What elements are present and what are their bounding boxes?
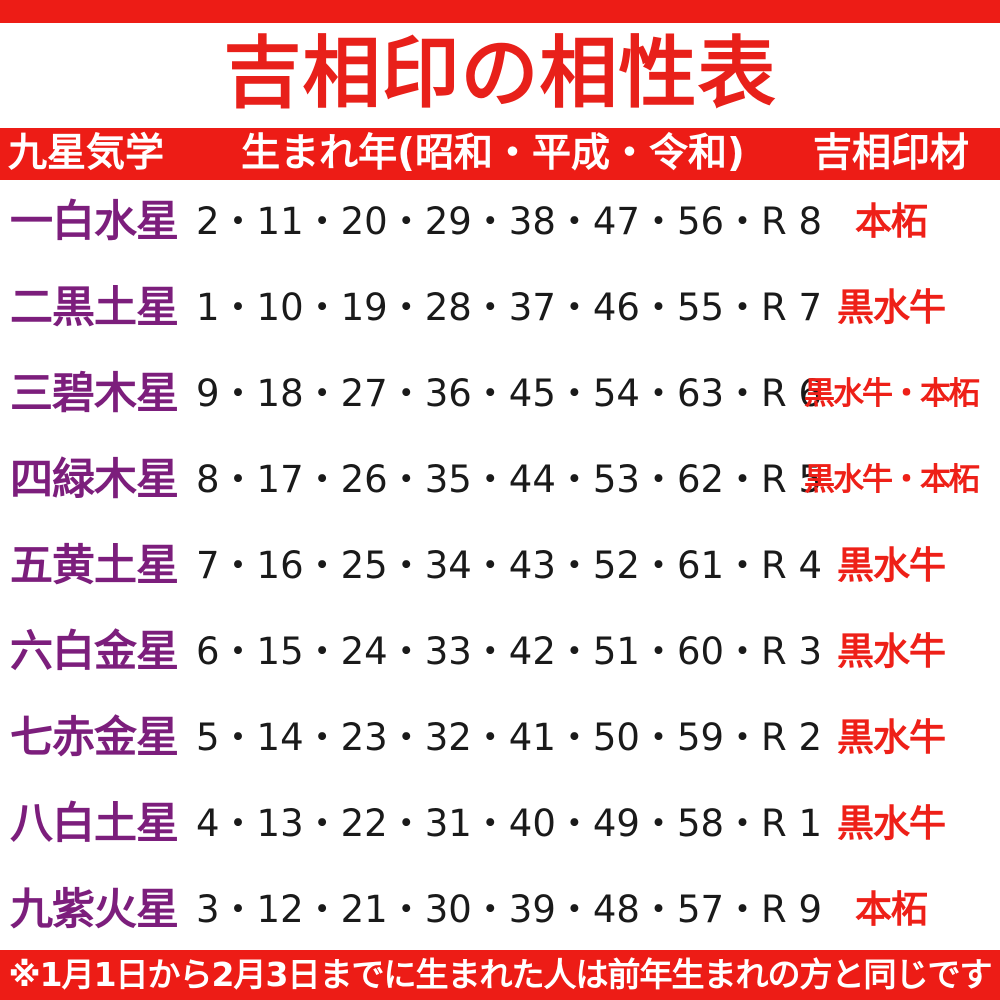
cell-birth-years: 7・16・25・34・43・52・61・R 4 bbox=[196, 544, 823, 587]
cell-birth-years: 2・11・20・29・38・47・56・R 8 bbox=[196, 200, 823, 243]
cell-star-name: 三碧木星 bbox=[10, 369, 179, 419]
cell-seal-material: 黒水牛 bbox=[837, 802, 946, 845]
cell-birth-years: 4・13・22・31・40・49・58・R 1 bbox=[196, 802, 823, 845]
table-body: 一白水星 2・11・20・29・38・47・56・R 8 本柘 二黒土星 1・10・19… bbox=[0, 182, 1000, 950]
cell-star-name: 九紫火星 bbox=[10, 885, 179, 935]
table-row: 一白水星 2・11・20・29・38・47・56・R 8 本柘 bbox=[0, 182, 1000, 262]
cell-seal-material: 本柘 bbox=[855, 200, 928, 243]
cell-birth-years: 3・12・21・30・39・48・57・R 9 bbox=[196, 888, 823, 931]
footer-note-band: ※1月1日から2月3日までに生まれた人は前年生まれの方と同じです bbox=[0, 950, 1000, 1000]
top-red-rule bbox=[0, 0, 1000, 23]
cell-seal-material: 黒水牛 bbox=[837, 544, 946, 587]
table-row: 六白金星 6・15・24・33・42・51・60・R 3 黒水牛 bbox=[0, 612, 1000, 692]
table-header-band: 九星気学 生まれ年(昭和・平成・令和) 吉相印材 bbox=[0, 128, 1000, 180]
cell-birth-years: 9・18・27・36・45・54・63・R 6 bbox=[196, 372, 823, 415]
table-row: 八白土星 4・13・22・31・40・49・58・R 1 黒水牛 bbox=[0, 784, 1000, 864]
cell-birth-years: 1・10・19・28・37・46・55・R 7 bbox=[196, 286, 823, 329]
table-row: 三碧木星 9・18・27・36・45・54・63・R 6 黒水牛・本柘 bbox=[0, 354, 1000, 434]
cell-star-name: 一白水星 bbox=[10, 197, 179, 247]
cell-star-name: 七赤金星 bbox=[10, 713, 179, 763]
cell-seal-material: 黒水牛 bbox=[837, 716, 946, 759]
cell-star-name: 六白金星 bbox=[10, 627, 179, 677]
table-row: 九紫火星 3・12・21・30・39・48・57・R 9 本柘 bbox=[0, 870, 1000, 950]
footer-note-text: ※1月1日から2月3日までに生まれた人は前年生まれの方と同じです bbox=[8, 955, 993, 994]
cell-seal-material: 黒水牛・本柘 bbox=[804, 462, 980, 498]
cell-seal-material: 黒水牛 bbox=[837, 286, 946, 329]
cell-birth-years: 8・17・26・35・44・53・62・R 5 bbox=[196, 458, 823, 501]
table-row: 七赤金星 5・14・23・32・41・50・59・R 2 黒水牛 bbox=[0, 698, 1000, 778]
cell-star-name: 八白土星 bbox=[10, 799, 179, 849]
cell-seal-material: 黒水牛 bbox=[837, 630, 946, 673]
table-row: 二黒土星 1・10・19・28・37・46・55・R 7 黒水牛 bbox=[0, 268, 1000, 348]
page-title: 吉相印の相性表 bbox=[223, 29, 777, 119]
header-material-column: 吉相印材 bbox=[812, 131, 969, 176]
header-years-column: 生まれ年(昭和・平成・令和) bbox=[241, 131, 745, 176]
table-row: 五黄土星 7・16・25・34・43・52・61・R 4 黒水牛 bbox=[0, 526, 1000, 606]
table-row: 四緑木星 8・17・26・35・44・53・62・R 5 黒水牛・本柘 bbox=[0, 440, 1000, 520]
header-star-column: 九星気学 bbox=[8, 131, 165, 176]
cell-star-name: 五黄土星 bbox=[10, 541, 179, 591]
cell-birth-years: 6・15・24・33・42・51・60・R 3 bbox=[196, 630, 823, 673]
cell-star-name: 四緑木星 bbox=[10, 455, 179, 505]
cell-seal-material: 本柘 bbox=[855, 888, 928, 931]
cell-birth-years: 5・14・23・32・41・50・59・R 2 bbox=[196, 716, 823, 759]
cell-star-name: 二黒土星 bbox=[10, 283, 179, 333]
cell-seal-material: 黒水牛・本柘 bbox=[804, 376, 980, 412]
